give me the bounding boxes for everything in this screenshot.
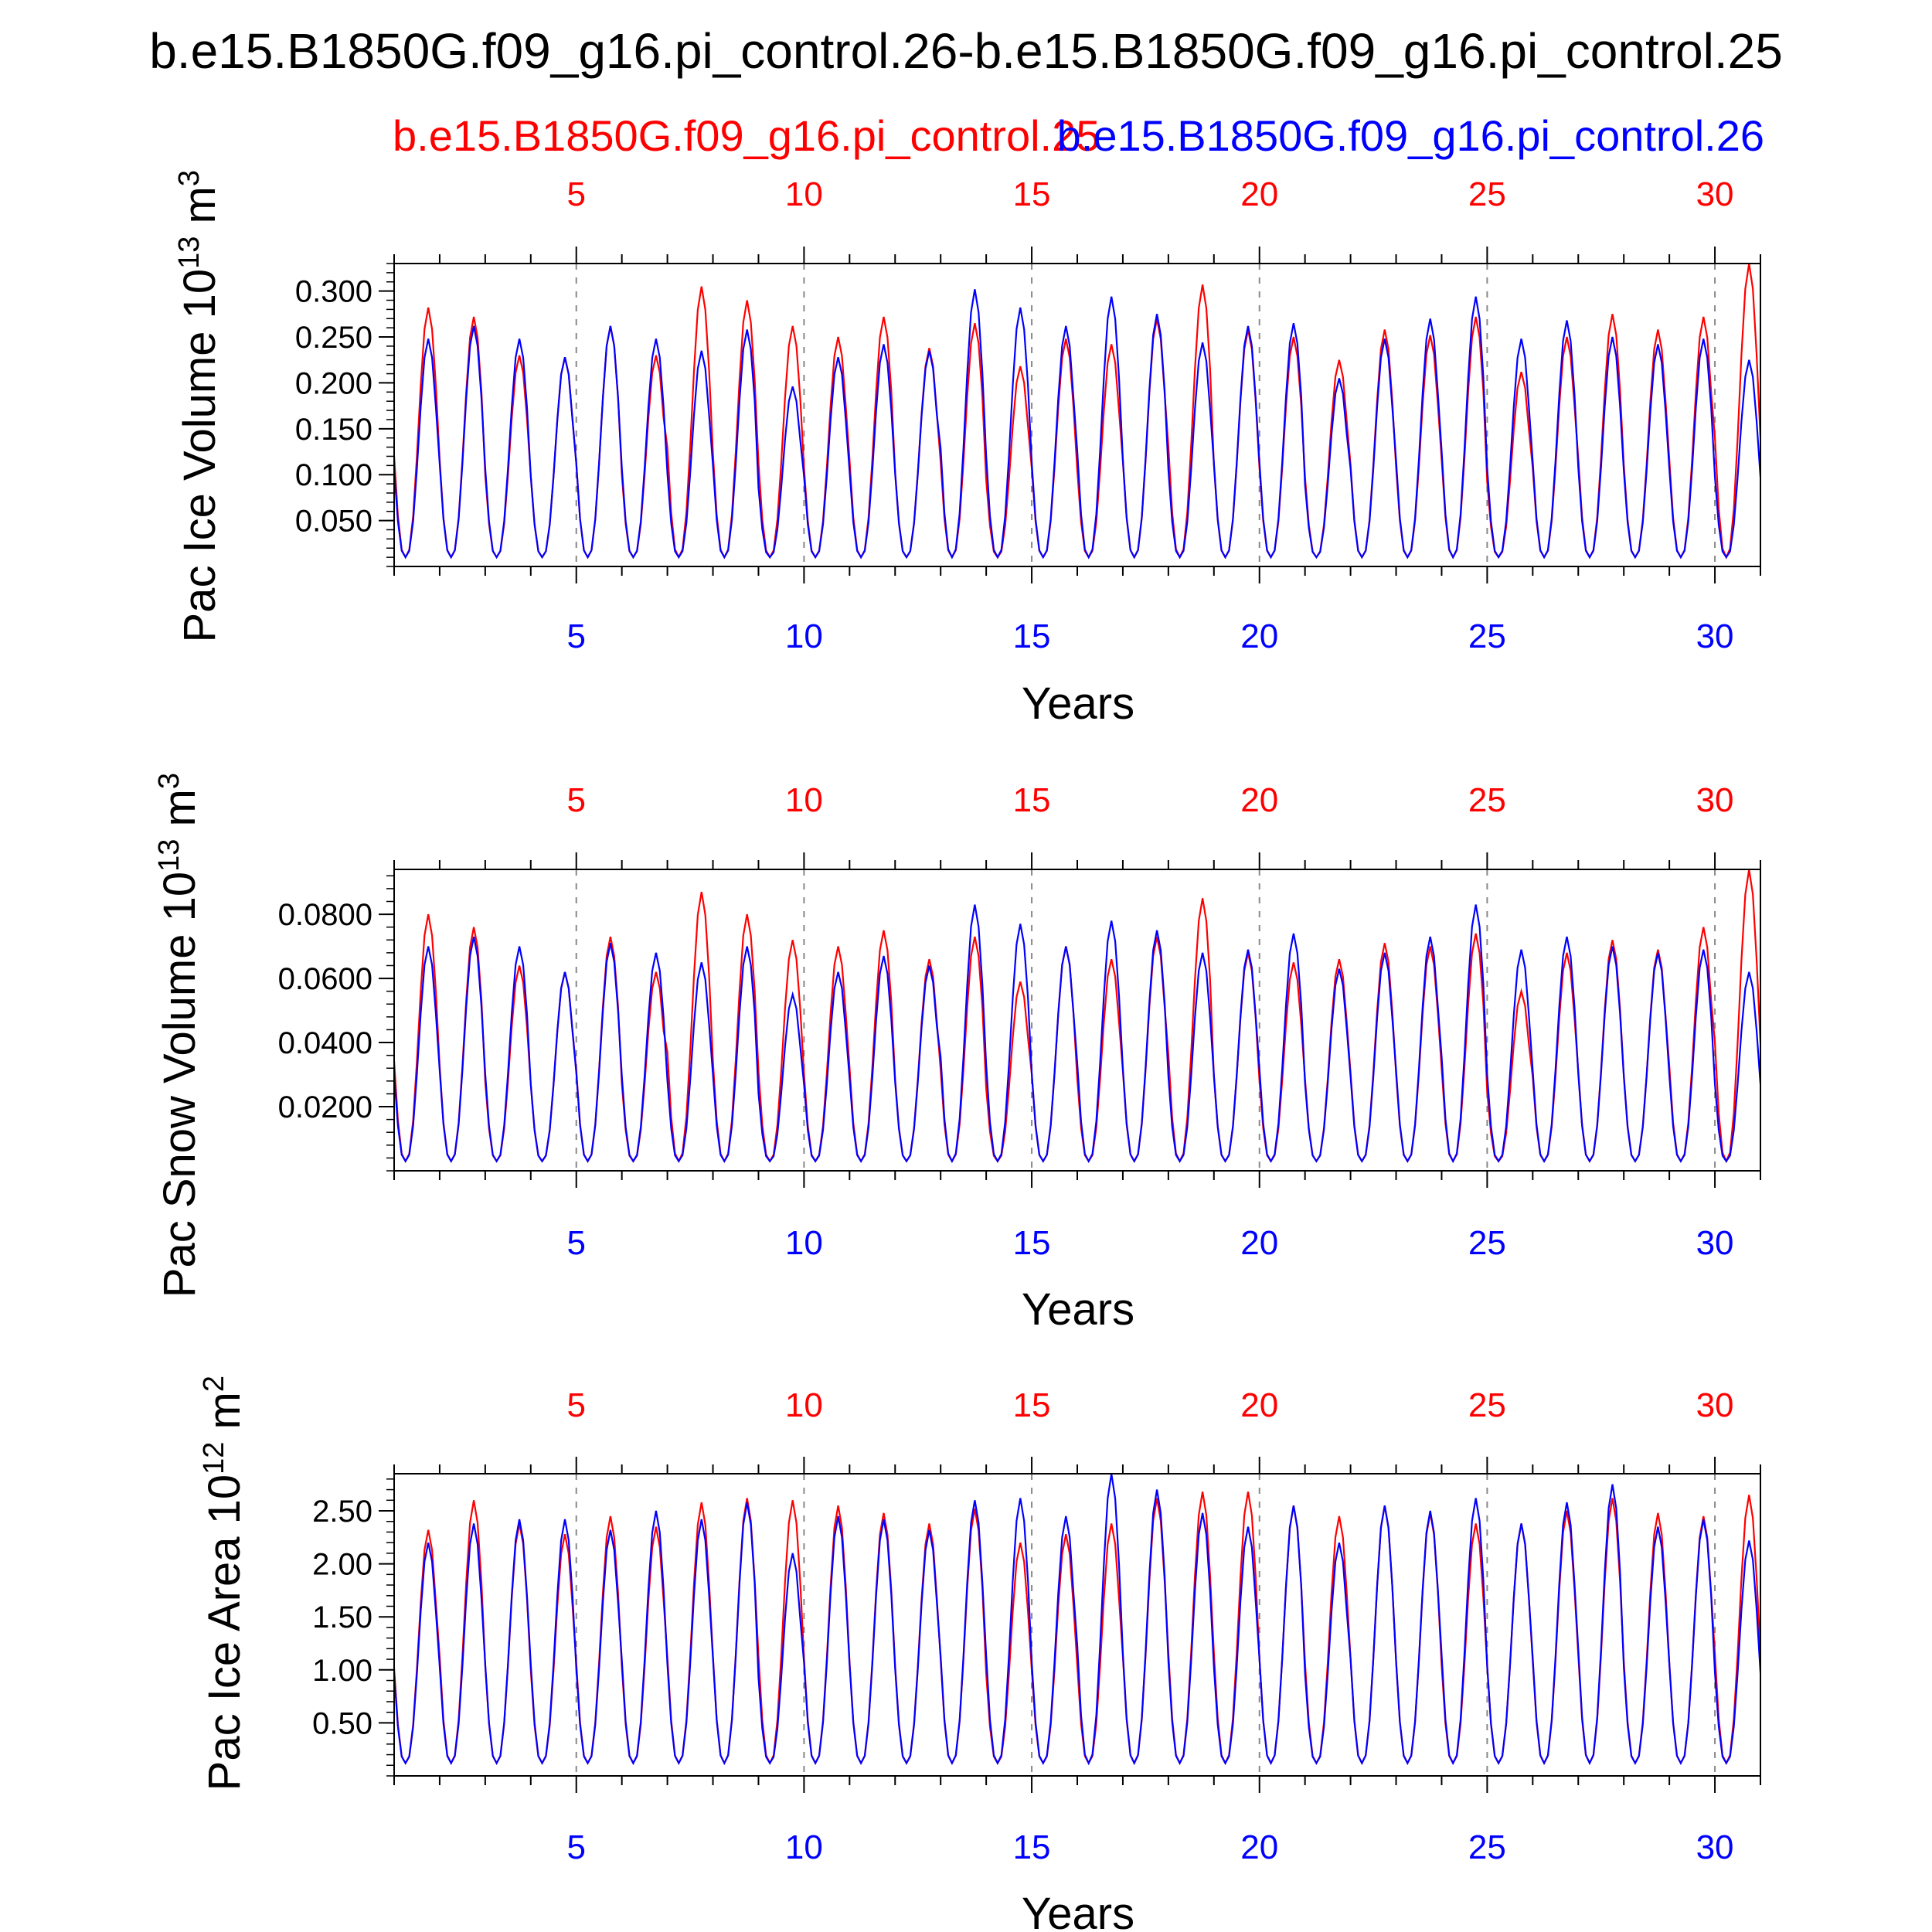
- y-axis-label-unit: m: [199, 1392, 250, 1441]
- x-tick-label-bottom: 30: [1696, 1828, 1734, 1866]
- y-tick-label: 0.300: [295, 275, 372, 309]
- y-tick-label: 0.200: [295, 366, 372, 400]
- y-tick-label: 1.00: [312, 1654, 372, 1688]
- y-tick-label: 0.0800: [278, 898, 372, 932]
- red-series-line: [393, 263, 1762, 560]
- x-tick-label-top: 10: [785, 1386, 823, 1424]
- plot-frame: [393, 263, 1761, 567]
- x-axis-label: Years: [1022, 1284, 1134, 1335]
- x-tick-label-bottom: 25: [1468, 1224, 1506, 1262]
- blue-series-line: [393, 1473, 1762, 1766]
- x-tick-label-top: 5: [566, 781, 585, 819]
- y-tick-label: 0.0600: [278, 962, 372, 996]
- x-tick-label-bottom: 10: [785, 617, 823, 655]
- x-tick-label-top: 25: [1468, 781, 1506, 819]
- y-tick-label: 2.50: [312, 1495, 372, 1529]
- y-axis-label-exponent: 12: [198, 1442, 230, 1475]
- blue-series-line: [393, 904, 1762, 1164]
- x-tick-label-top: 25: [1468, 1386, 1506, 1424]
- chart-title: b.e15.B1850G.f09_g16.pi_control.26-b.e15…: [149, 23, 1783, 79]
- x-tick-label-top: 20: [1240, 1386, 1278, 1424]
- y-axis-label-main: Pac Ice Area 10: [199, 1475, 250, 1791]
- plot-frame: [393, 869, 1761, 1172]
- red-series-line: [393, 869, 1762, 1164]
- x-tick-label-top: 5: [566, 1386, 585, 1424]
- x-tick-label-bottom: 20: [1240, 1224, 1278, 1262]
- y-axis-label-unit-exponent: 2: [198, 1376, 230, 1392]
- y-axis-label-unit-exponent: 3: [153, 773, 185, 789]
- y-axis-label: Pac Ice Volume 1013 m3: [173, 170, 225, 643]
- legend-blue-series-name: b.e15.B1850G.f09_g16.pi_control.26: [1057, 111, 1764, 160]
- panel-1: 0.050 0.100 0.150 0.200 0.250 0.300 5 5 10 10 15 15…: [173, 170, 1762, 729]
- panel-3: 0.50 1.00 1.50 2.00 2.50 5 5 10 10 15 15 20 20 25 25 30…: [198, 1376, 1762, 1932]
- y-axis-label: Pac Snow Volume 1013 m3: [153, 773, 205, 1298]
- x-tick-label-top: 20: [1240, 781, 1278, 819]
- x-axis-label: Years: [1022, 1889, 1134, 1932]
- legend-red-series-name: b.e15.B1850G.f09_g16.pi_control.25: [393, 111, 1100, 160]
- x-axis-label: Years: [1022, 679, 1134, 729]
- x-tick-label-bottom: 5: [566, 1828, 585, 1866]
- chart-panels: 0.050 0.100 0.150 0.200 0.250 0.300 5 5 10 10 15 15…: [153, 170, 1762, 1932]
- y-tick-label: 2.00: [312, 1548, 372, 1582]
- x-tick-label-top: 20: [1240, 175, 1278, 213]
- x-tick-label-top: 15: [1013, 175, 1051, 213]
- x-tick-label-top: 30: [1696, 781, 1734, 819]
- panel-2: 0.0200 0.0400 0.0600 0.0800 5 5 10 10 15 15 20 20 25…: [153, 773, 1762, 1335]
- y-axis-label-main: Pac Ice Volume 10: [175, 269, 225, 643]
- y-tick-label: 0.100: [295, 458, 372, 492]
- x-tick-label-top: 30: [1696, 175, 1734, 213]
- x-tick-label-bottom: 30: [1696, 617, 1734, 655]
- x-tick-label-top: 10: [785, 175, 823, 213]
- y-axis-label-unit-exponent: 3: [173, 170, 206, 186]
- plot-frame: [393, 1473, 1761, 1777]
- blue-series-line: [393, 289, 1762, 560]
- x-tick-label-bottom: 25: [1468, 1828, 1506, 1866]
- x-tick-label-bottom: 15: [1013, 1828, 1051, 1866]
- y-tick-label: 1.50: [312, 1600, 372, 1634]
- x-tick-label-bottom: 10: [785, 1224, 823, 1262]
- y-axis-label-unit: m: [155, 789, 205, 838]
- x-tick-label-bottom: 15: [1013, 617, 1051, 655]
- x-tick-label-top: 15: [1013, 1386, 1051, 1424]
- x-tick-label-top: 5: [566, 175, 585, 213]
- x-tick-label-top: 30: [1696, 1386, 1734, 1424]
- y-tick-label: 0.050: [295, 505, 372, 539]
- red-series-line: [393, 1492, 1762, 1766]
- y-axis-label-main: Pac Snow Volume 10: [155, 872, 205, 1298]
- y-axis-label-exponent: 13: [173, 236, 206, 269]
- y-axis-label: Pac Ice Area 1012 m2: [198, 1376, 250, 1791]
- x-tick-label-top: 25: [1468, 175, 1506, 213]
- x-tick-label-bottom: 20: [1240, 1828, 1278, 1866]
- x-tick-label-bottom: 25: [1468, 617, 1506, 655]
- x-tick-label-bottom: 20: [1240, 617, 1278, 655]
- y-tick-label: 0.0400: [278, 1026, 372, 1060]
- y-tick-label: 0.50: [312, 1706, 372, 1740]
- x-tick-label-bottom: 5: [566, 617, 585, 655]
- y-tick-label: 0.250: [295, 321, 372, 355]
- x-tick-label-bottom: 30: [1696, 1224, 1734, 1262]
- x-tick-label-top: 10: [785, 781, 823, 819]
- x-tick-label-top: 15: [1013, 781, 1051, 819]
- y-axis-label-exponent: 13: [153, 839, 185, 872]
- y-tick-label: 0.0200: [278, 1090, 372, 1124]
- x-tick-label-bottom: 10: [785, 1828, 823, 1866]
- x-tick-label-bottom: 15: [1013, 1224, 1051, 1262]
- x-tick-label-bottom: 5: [566, 1224, 585, 1262]
- y-tick-label: 0.150: [295, 413, 372, 447]
- y-axis-label-unit: m: [175, 186, 225, 236]
